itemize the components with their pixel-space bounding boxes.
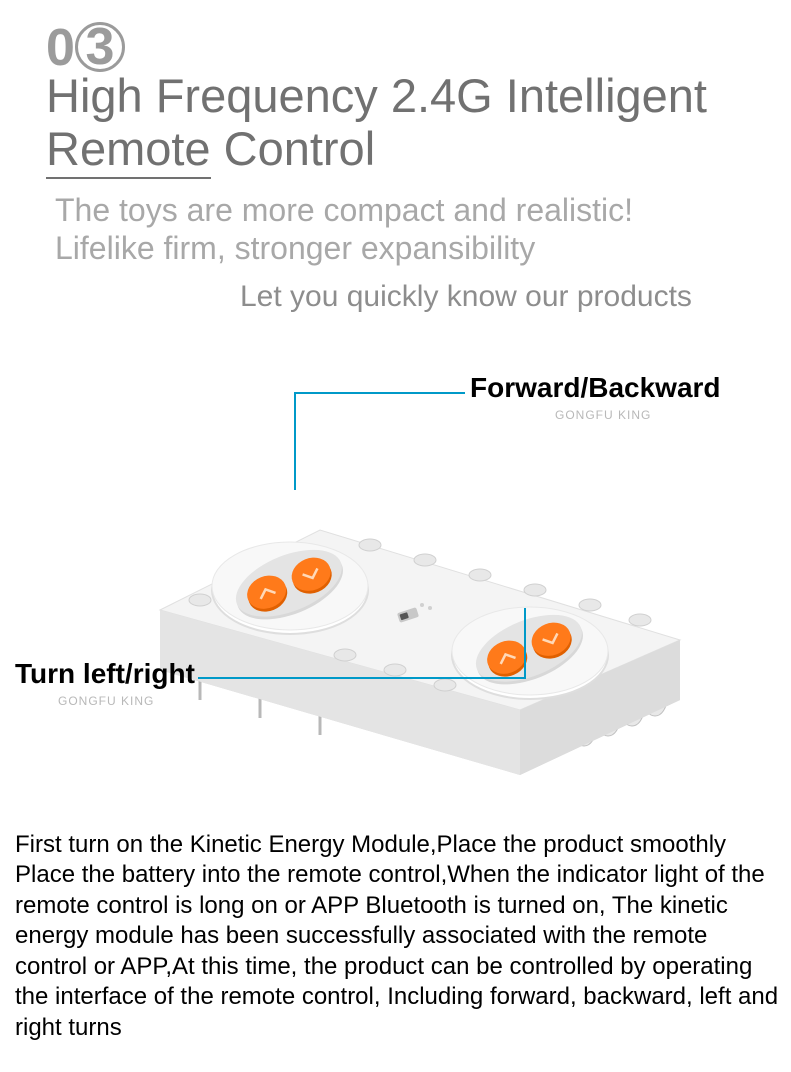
subtitle-line1: The toys are more compact and realistic! — [55, 192, 633, 230]
remote-control-svg — [130, 390, 690, 810]
instructions-text: First turn on the Kinetic Energy Module,… — [15, 830, 780, 1043]
annotation-turn-left-right-sub: GONGFU KING — [58, 694, 154, 708]
annotation-turn-left-right: Turn left/right — [15, 658, 195, 690]
remote-control-illustration — [130, 390, 690, 810]
subtitle-line2: Lifelike firm, stronger expansibility — [55, 230, 633, 268]
title-line2: Remote Control — [46, 123, 766, 176]
page-title: High Frequency 2.4G Intelligent Remote C… — [46, 70, 766, 175]
section-number-circled: 3 — [75, 22, 125, 72]
title-underline — [46, 177, 211, 179]
subtitle: The toys are more compact and realistic!… — [55, 192, 633, 268]
tagline: Let you quickly know our products — [240, 280, 692, 314]
title-line1: High Frequency 2.4G Intelligent — [46, 70, 766, 123]
